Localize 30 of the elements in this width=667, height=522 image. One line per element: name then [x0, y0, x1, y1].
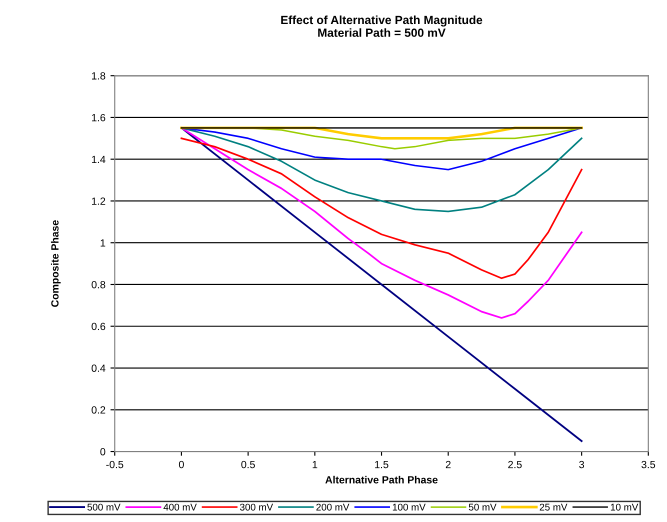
x-tick-label: -0.5	[106, 460, 124, 468]
y-tick-label: 0.8	[92, 280, 106, 288]
y-tick-label: 1	[100, 239, 106, 247]
y-tick-label: 0	[100, 448, 106, 456]
legend-label: 400 mV	[164, 504, 197, 511]
y-tick-label: 0.4	[92, 364, 106, 372]
x-tick-label: 3	[579, 460, 584, 468]
legend-label: 200 mV	[316, 504, 350, 511]
legend-label: 100 mV	[392, 504, 426, 511]
y-tick-label: 0.2	[92, 406, 106, 414]
legend-label: 50 mV	[468, 504, 496, 511]
y-tick-label: 1.8	[92, 72, 106, 80]
legend-label: 300 mV	[240, 504, 274, 511]
legend-label: 500 mV	[87, 504, 120, 511]
chart-title: Effect of Alternative Path Magnitude Material Path = 500 mV	[281, 15, 482, 37]
x-tick-label: 1	[312, 460, 318, 468]
y-tick-label: 1.6	[92, 114, 106, 122]
x-tick-label: 1.5	[375, 460, 388, 468]
x-tick-label: 3.5	[641, 460, 656, 468]
y-axis-title: Composite Phase	[50, 220, 61, 307]
x-axis-title: Alternative Path Phase	[325, 476, 438, 484]
y-tick-label: 1.2	[92, 197, 106, 205]
legend-label: 10 mV	[610, 504, 638, 511]
legend-label: 25 mV	[540, 504, 568, 511]
x-tick-label: 0	[178, 460, 184, 468]
x-tick-label: 2	[446, 460, 451, 468]
x-tick-label: 0.5	[241, 460, 255, 468]
x-tick-label: 2.5	[508, 460, 522, 468]
y-tick-label: 0.6	[92, 322, 106, 330]
y-tick-label: 1.4	[92, 156, 106, 163]
